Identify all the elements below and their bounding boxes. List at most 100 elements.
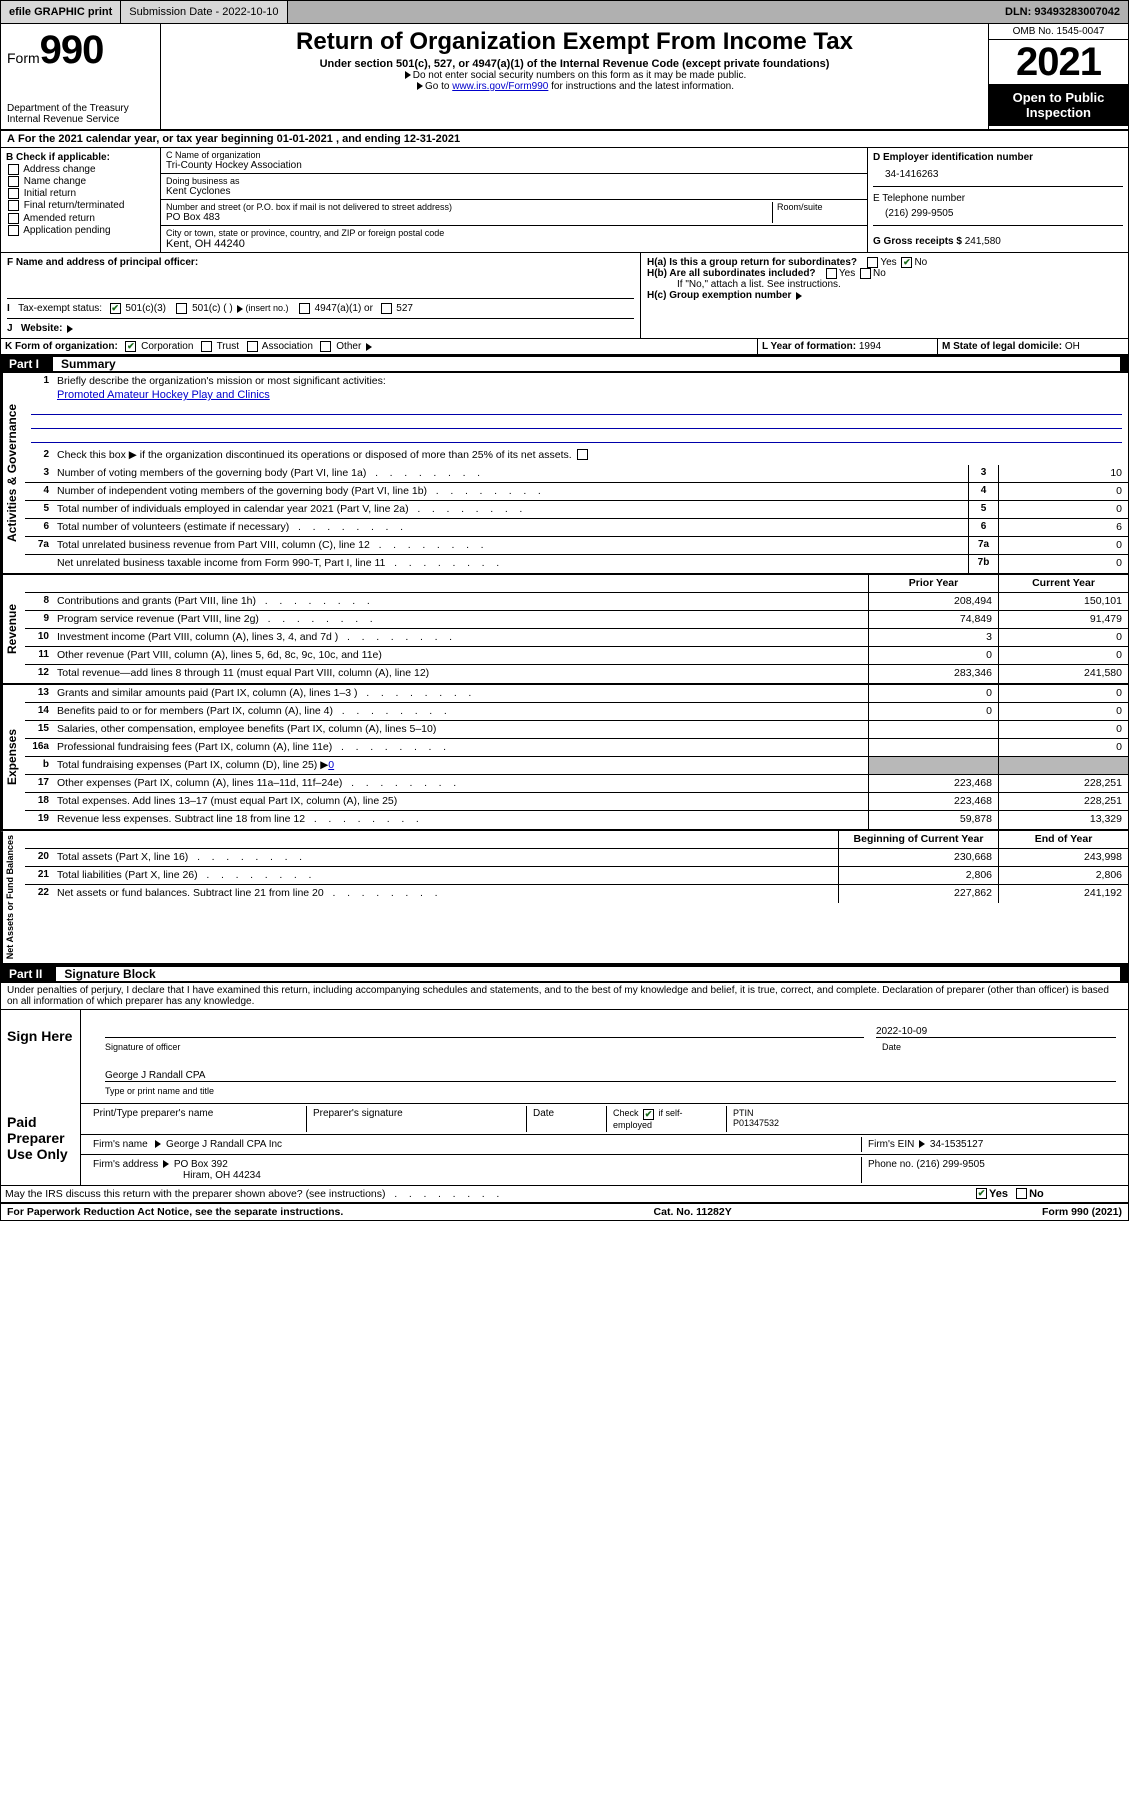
vtab-net: Net Assets or Fund Balances <box>1 831 25 963</box>
vtab-revenue: Revenue <box>1 575 25 683</box>
form-label: Form <box>7 50 40 66</box>
chk-trust[interactable] <box>201 341 212 352</box>
section-fh: F Name and address of principal officer:… <box>1 253 1128 339</box>
chk-amended[interactable] <box>8 213 19 224</box>
part2-title: Signature Block <box>56 967 1120 981</box>
line14-text: Benefits paid to or for members (Part IX… <box>53 703 868 720</box>
b-label: B Check if applicable: <box>6 152 155 163</box>
k-label: K Form of organization: <box>5 341 118 352</box>
chk-name-change[interactable] <box>8 176 19 187</box>
opt-other: Other <box>336 341 361 352</box>
hb-label: H(b) Are all subordinates included? <box>647 268 816 279</box>
p20: 230,668 <box>838 849 998 866</box>
sign-here-label: Sign Here <box>1 1010 81 1104</box>
chk-line2[interactable] <box>577 449 588 460</box>
chk-501c[interactable] <box>176 303 187 314</box>
opt-final-return: Final return/terminated <box>24 201 125 212</box>
dln: DLN: 93493283007042 <box>997 1 1128 23</box>
chk-final-return[interactable] <box>8 200 19 211</box>
no-label: No <box>1029 1188 1044 1200</box>
hc-label: H(c) Group exemption number <box>647 290 791 301</box>
firm-addr-label: Firm's address <box>93 1159 158 1170</box>
line1-text: Briefly describe the organization's miss… <box>53 373 1128 389</box>
org-name: Tri-County Hockey Association <box>166 160 862 171</box>
p15 <box>868 721 998 738</box>
c20: 243,998 <box>998 849 1128 866</box>
subtitle-1: Under section 501(c), 527, or 4947(a)(1)… <box>169 58 980 70</box>
chk-ha-no[interactable] <box>901 257 912 268</box>
val-16b[interactable]: 0 <box>328 759 334 771</box>
p12: 283,346 <box>868 665 998 683</box>
tax-year-begin: 01-01-2021 <box>277 133 333 145</box>
c9: 91,479 <box>998 611 1128 628</box>
line3-text: Number of voting members of the governin… <box>53 465 968 482</box>
eoy-hdr: End of Year <box>998 831 1128 848</box>
chk-other[interactable] <box>320 341 331 352</box>
ein: 34-1416263 <box>873 163 1123 180</box>
chk-ha-yes[interactable] <box>867 257 878 268</box>
block-c: C Name of organization Tri-County Hockey… <box>161 148 868 252</box>
chk-hb-yes[interactable] <box>826 268 837 279</box>
p16a <box>868 739 998 756</box>
form990-link[interactable]: www.irs.gov/Form990 <box>452 81 548 92</box>
section-klm: K Form of organization: Corporation Trus… <box>1 339 1128 355</box>
opt-assoc: Association <box>262 341 313 352</box>
p14: 0 <box>868 703 998 720</box>
section-net-assets: Net Assets or Fund Balances Beginning of… <box>1 831 1128 965</box>
col-preparer-sig: Preparer's signature <box>307 1106 527 1131</box>
val-7b: 0 <box>998 555 1128 573</box>
chk-hb-no[interactable] <box>860 268 871 279</box>
dba-label: Doing business as <box>166 176 862 186</box>
efile-print-button[interactable]: efile GRAPHIC print <box>1 1 121 23</box>
chk-discuss-yes[interactable] <box>976 1188 987 1199</box>
opt-501c: 501(c) ( ) <box>192 303 233 314</box>
p19: 59,878 <box>868 811 998 829</box>
yes-label: Yes <box>989 1188 1008 1200</box>
opt-name-change: Name change <box>24 176 86 187</box>
chk-assoc[interactable] <box>247 341 258 352</box>
chk-address-change[interactable] <box>8 164 19 175</box>
line7a-text: Total unrelated business revenue from Pa… <box>53 537 968 554</box>
chk-self-employed[interactable] <box>643 1109 654 1120</box>
c21: 2,806 <box>998 867 1128 884</box>
top-bar: efile GRAPHIC print Submission Date - 20… <box>0 0 1129 24</box>
p11: 0 <box>868 647 998 664</box>
firm-phone: (216) 299-9505 <box>916 1159 984 1170</box>
chk-527[interactable] <box>381 303 392 314</box>
pra-notice: For Paperwork Reduction Act Notice, see … <box>7 1206 343 1218</box>
opt-amended: Amended return <box>23 213 95 224</box>
line19-text: Revenue less expenses. Subtract line 18 … <box>53 811 868 829</box>
open-public-badge: Open to Public Inspection <box>989 84 1128 126</box>
chk-initial-return[interactable] <box>8 188 19 199</box>
val-5: 0 <box>998 501 1128 518</box>
col-preparer-name: Print/Type preparer's name <box>87 1106 307 1131</box>
firm-addr2: Hiram, OH 44234 <box>93 1170 855 1181</box>
line2-text: Check this box ▶ if the organization dis… <box>53 447 1128 465</box>
line10-text: Investment income (Part VIII, column (A)… <box>53 629 868 646</box>
officer-name: George J Randall CPA <box>105 1070 1116 1082</box>
line16b-text: Total fundraising expenses (Part IX, col… <box>53 757 868 774</box>
block-b: B Check if applicable: Address change Na… <box>1 148 161 252</box>
firm-name: George J Randall CPA Inc <box>166 1139 282 1150</box>
c18: 228,251 <box>998 793 1128 810</box>
chk-corp[interactable] <box>125 341 136 352</box>
opt-527: 527 <box>396 303 413 314</box>
line13-text: Grants and similar amounts paid (Part IX… <box>53 685 868 702</box>
chk-discuss-no[interactable] <box>1016 1188 1027 1199</box>
chk-app-pending[interactable] <box>8 225 19 236</box>
sig-officer-label: Signature of officer <box>87 1042 882 1058</box>
paid-preparer-block: Paid Preparer Use Only Print/Type prepar… <box>1 1104 1128 1184</box>
chk-501c3[interactable] <box>110 303 121 314</box>
firm-ein: 34-1535127 <box>930 1139 983 1150</box>
p8: 208,494 <box>868 593 998 610</box>
part1-label: Part I <box>9 357 53 371</box>
chk-4947[interactable] <box>299 303 310 314</box>
p10: 3 <box>868 629 998 646</box>
mission-text[interactable]: Promoted Amateur Hockey Play and Clinics <box>57 389 270 401</box>
line16a-text: Professional fundraising fees (Part IX, … <box>53 739 868 756</box>
opt-initial-return: Initial return <box>24 188 76 199</box>
opt-address-change: Address change <box>23 164 95 175</box>
p21: 2,806 <box>838 867 998 884</box>
phone-label: Phone no. <box>868 1159 914 1170</box>
sig-date-value: 2022-10-09 <box>876 1026 1116 1038</box>
